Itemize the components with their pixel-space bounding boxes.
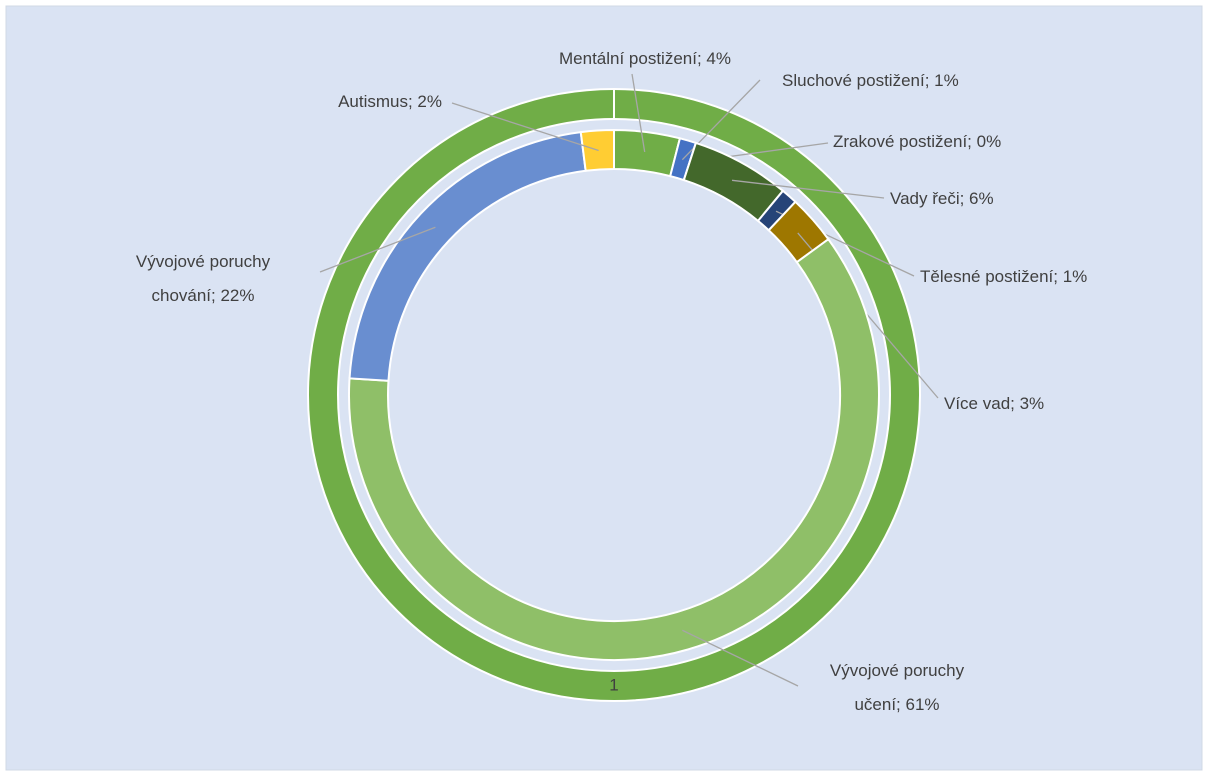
data-label-line: Tělesné postižení; 1% — [920, 267, 1087, 286]
data-label: Více vad; 3% — [944, 394, 1044, 413]
data-label: Vady řeči; 6% — [890, 189, 994, 208]
outer-slice — [307, 87, 921, 703]
data-label-line: Vývojové poruchy — [830, 661, 965, 680]
outer-label: 1 — [609, 675, 618, 694]
data-label-line: Více vad; 3% — [944, 394, 1044, 413]
data-label-line: Sluchové postižení; 1% — [782, 71, 959, 90]
data-label-line: učení; 61% — [854, 695, 939, 714]
data-label-line: Vývojové poruchy — [136, 252, 271, 271]
data-label: Mentální postižení; 4% — [559, 49, 731, 68]
data-label: Sluchové postižení; 1% — [782, 71, 959, 90]
data-label: Vývojové poruchy učení; 61% — [830, 661, 965, 714]
data-label: Tělesné postižení; 1% — [920, 267, 1087, 286]
leader-line — [731, 179, 885, 199]
data-label-line: chování; 22% — [151, 286, 254, 305]
leader-line — [682, 629, 799, 687]
inner-slice — [348, 237, 880, 661]
data-label: Autismus; 2% — [338, 92, 442, 111]
leader-line — [631, 73, 646, 153]
data-label-line: Zrakové postižení; 0% — [833, 132, 1001, 151]
leader-line — [319, 226, 436, 273]
inner-slice — [613, 128, 682, 178]
data-label-line: Vady řeči; 6% — [890, 189, 994, 208]
data-label: Vývojové poruchy chování; 22% — [136, 252, 271, 305]
data-label: Zrakové postižení; 0% — [833, 132, 1001, 151]
data-label-line: Autismus; 2% — [338, 92, 442, 111]
data-label-line: Mentální postižení; 4% — [559, 49, 731, 68]
leader-line — [451, 102, 599, 152]
